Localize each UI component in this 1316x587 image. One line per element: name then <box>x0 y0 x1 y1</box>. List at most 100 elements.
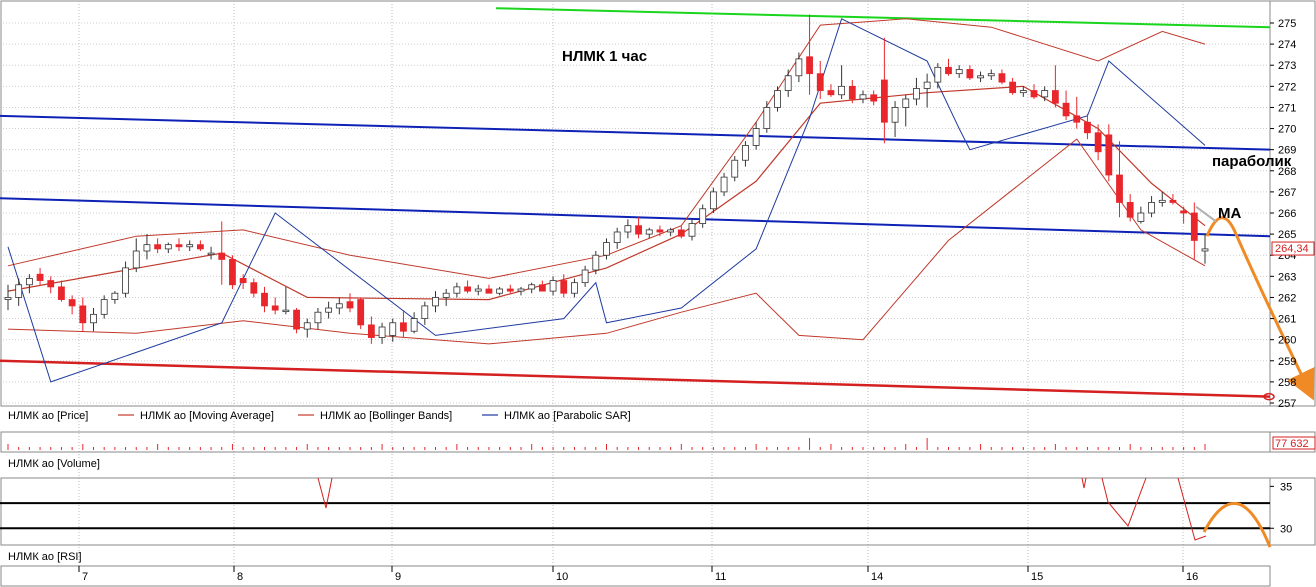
candle-up <box>335 303 343 309</box>
candle-down <box>154 244 162 250</box>
candle-up <box>4 297 12 300</box>
candle-up <box>581 269 589 284</box>
candle-up <box>902 98 910 108</box>
candle-up <box>517 288 525 292</box>
price-tick-label: 258 <box>1278 377 1296 389</box>
candle-down <box>1116 174 1123 203</box>
time-tick-label: 14 <box>871 571 883 583</box>
rsi-tick-label: 30 <box>1280 523 1292 535</box>
legend-label: НЛМК ао [Parabolic SAR] <box>504 410 631 422</box>
candle-down <box>998 73 1006 83</box>
time-tick-label: 15 <box>1031 571 1043 583</box>
candle-up <box>731 159 739 178</box>
lower-blue-trendline <box>0 197 1271 238</box>
price-tick-label: 260 <box>1278 335 1296 347</box>
candle-up <box>699 208 707 224</box>
candle-down <box>271 305 279 311</box>
candle-down <box>47 280 55 288</box>
candle-down <box>635 225 642 235</box>
price-tick-label: 265 <box>1278 229 1296 241</box>
last-volume-label: 77 632 <box>1275 438 1309 450</box>
candle-down <box>229 259 236 286</box>
parabolic-sar-line <box>7 18 1206 383</box>
candle-up <box>838 85 846 96</box>
candle-down <box>848 85 856 100</box>
candle-down <box>1051 90 1059 104</box>
candle-up <box>1158 199 1166 203</box>
candle-up <box>132 250 140 269</box>
candle-up <box>624 225 632 233</box>
candle-up <box>955 69 963 75</box>
candle-up <box>784 75 792 91</box>
candle-down <box>1030 90 1038 98</box>
candle-down <box>357 299 365 326</box>
candle-up <box>913 88 920 100</box>
candle-up <box>410 318 418 332</box>
price-tick-label: 262 <box>1278 292 1296 304</box>
candle-down <box>58 286 65 300</box>
candle-up <box>25 278 33 286</box>
candle-down <box>79 305 87 324</box>
candle-up <box>453 286 461 294</box>
candle-up <box>111 292 119 300</box>
candle-down <box>1190 212 1198 241</box>
time-axis: 7 8 9 10 11 14 15 16 <box>0 565 1271 587</box>
upper-blue-trendline <box>0 114 1271 151</box>
candle-down <box>1105 134 1113 176</box>
legend-label: НЛМК ао [Moving Average] <box>140 410 274 422</box>
candle-down <box>966 69 974 79</box>
candle-down <box>560 280 568 294</box>
candle-down <box>1009 81 1017 94</box>
candle-down <box>367 324 375 338</box>
candle-up <box>720 176 728 193</box>
candle-down <box>656 229 664 233</box>
last-price-box <box>1271 241 1315 256</box>
candle-up <box>763 107 771 129</box>
rsi-panel: 35 30 НЛМК ао [RSI] <box>0 477 1316 563</box>
candle-up <box>90 313 97 324</box>
rsi-tick-label: 35 <box>1280 481 1292 493</box>
candle-down <box>806 56 813 75</box>
candle-down <box>1180 210 1188 214</box>
time-tick-label: 7 <box>82 571 88 583</box>
candle-up <box>432 297 439 307</box>
rsi-dip <box>1177 477 1207 541</box>
candle-down <box>239 278 247 284</box>
candle-down <box>945 66 952 75</box>
time-tick-label: 16 <box>1186 571 1198 583</box>
candle-up <box>774 90 781 108</box>
candle-up <box>603 242 610 256</box>
candle-up <box>977 75 984 79</box>
candle-up <box>891 107 899 123</box>
parabolic-annotation: параболик <box>1212 153 1292 170</box>
price-panel-frame <box>0 0 1316 407</box>
rsi-dip <box>1081 477 1087 489</box>
candle-up <box>378 326 386 338</box>
candle-down <box>346 301 354 309</box>
last-price-label: 264,34 <box>1275 243 1309 255</box>
candle-up <box>325 307 333 313</box>
price-tick-label: 272 <box>1278 81 1296 93</box>
candle-down <box>827 90 835 96</box>
time-tick-label: 9 <box>395 571 401 583</box>
candle-down <box>485 288 493 294</box>
candle-down <box>1126 202 1134 218</box>
candle-up <box>496 288 504 294</box>
candle-up <box>709 191 717 210</box>
volume-panel: 77 632 НЛМК ао [Volume] <box>0 431 1316 470</box>
rsi-frame <box>0 477 1316 546</box>
green-resistance-trendline <box>495 7 1271 29</box>
legend: НЛМК ао [Price] НЛМК ао [Moving Average] Н… <box>8 410 631 422</box>
red-support-trendline <box>0 359 1271 398</box>
candle-up <box>1019 90 1027 94</box>
rsi-dip <box>1101 477 1147 527</box>
candle-up <box>474 288 482 292</box>
candle-down <box>36 273 44 281</box>
time-tick-label: 11 <box>715 571 726 583</box>
candle-up <box>314 311 322 324</box>
candle-down <box>175 244 183 248</box>
trendlines <box>0 7 1275 401</box>
